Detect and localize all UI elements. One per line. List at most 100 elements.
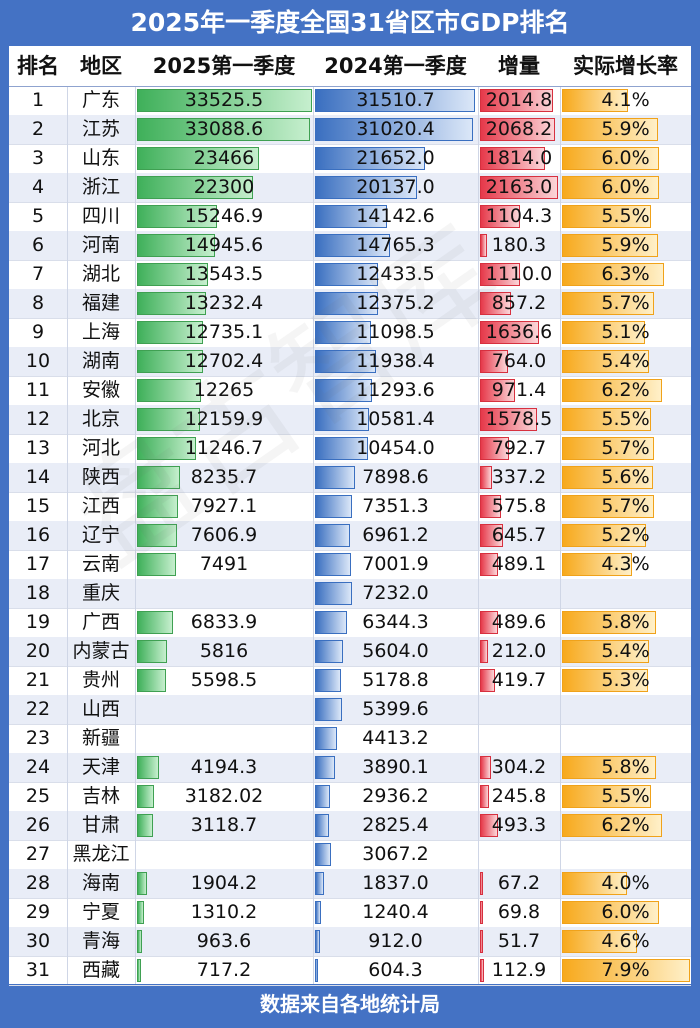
gdp2024-bar [315, 553, 351, 576]
gdp2024-cell: 1240.4 [362, 901, 429, 923]
increase-bar [480, 292, 511, 315]
gdp2024-cell: 3890.1 [362, 756, 429, 778]
gdp2024-cell: 21652.0 [356, 147, 435, 169]
gdp2024-cell: 11938.4 [356, 350, 435, 372]
growth-cell [560, 840, 691, 869]
gdp2025-cell: 717.2 [196, 959, 252, 981]
gdp2025-bar [137, 408, 201, 431]
growth-cell: 5.4% [601, 640, 650, 662]
gdp2025-bar [137, 872, 147, 895]
gdp2025-cell: 1904.2 [190, 872, 258, 894]
growth-cell: 5.9% [601, 234, 650, 256]
increase-bar [480, 437, 509, 460]
gdp2024-bar [315, 901, 322, 924]
rank-cell: 7 [31, 263, 45, 285]
row-divider [9, 550, 691, 551]
gdp2025-cell [135, 695, 313, 724]
increase-cell: 489.1 [491, 553, 547, 575]
increase-bar [480, 350, 508, 373]
increase-bar [480, 669, 496, 692]
increase-bar [480, 118, 555, 141]
increase-cell: 1814.0 [485, 147, 553, 169]
increase-cell [478, 724, 560, 753]
column-divider [478, 86, 479, 984]
gdp2024-cell: 11098.5 [356, 321, 435, 343]
growth-bar [562, 611, 656, 634]
increase-bar [480, 234, 487, 257]
gdp2025-cell: 4194.3 [190, 756, 258, 778]
rank-cell: 1 [31, 89, 45, 111]
gdp2024-bar [315, 263, 379, 286]
column-divider [135, 86, 136, 984]
increase-bar [480, 263, 521, 286]
increase-cell: 212.0 [491, 640, 547, 662]
growth-bar [562, 379, 663, 402]
gdp2025-bar [137, 959, 141, 982]
gdp2025-cell: 11246.7 [184, 437, 264, 459]
gdp2025-bar [137, 611, 173, 634]
region-cell: 北京 [81, 408, 120, 430]
gdp2024-cell: 3067.2 [362, 843, 429, 865]
growth-bar [562, 524, 647, 547]
gdp2024-bar [315, 640, 344, 663]
gdp2025-cell: 12735.1 [184, 321, 264, 343]
gdp2024-cell: 14765.3 [356, 234, 435, 256]
increase-cell: 764.0 [491, 350, 547, 372]
region-cell: 辽宁 [81, 524, 120, 546]
growth-cell [560, 695, 691, 724]
growth-bar [562, 176, 660, 199]
growth-bar [562, 350, 650, 373]
region-cell: 吉林 [81, 785, 120, 807]
row-divider [9, 840, 691, 841]
gdp2025-bar [137, 669, 167, 692]
growth-cell: 7.9% [601, 959, 650, 981]
growth-cell: 4.1% [601, 89, 650, 111]
row-divider [9, 318, 691, 319]
growth-cell: 6.3% [601, 263, 650, 285]
growth-cell: 5.4% [601, 350, 650, 372]
increase-cell: 1104.3 [485, 205, 553, 227]
region-cell: 天津 [81, 756, 120, 778]
row-divider [9, 434, 691, 435]
growth-cell: 5.8% [601, 756, 650, 778]
region-cell: 西藏 [81, 959, 120, 981]
growth-cell: 6.0% [601, 147, 650, 169]
increase-cell: 67.2 [497, 872, 541, 894]
gdp2024-bar [315, 495, 353, 518]
increase-bar [480, 379, 516, 402]
growth-cell: 5.1% [601, 321, 650, 343]
growth-cell: 5.2% [601, 524, 650, 546]
gdp2024-bar [315, 727, 338, 750]
row-divider [9, 985, 691, 986]
increase-bar [480, 408, 537, 431]
gdp2024-bar [315, 292, 378, 315]
rank-cell: 26 [25, 814, 51, 836]
gdp2025-bar [137, 176, 254, 199]
gdp2025-bar [137, 814, 154, 837]
increase-cell: 575.8 [491, 495, 547, 517]
rank-cell: 28 [25, 872, 51, 894]
gdp2024-cell: 5604.0 [362, 640, 429, 662]
gdp2024-bar [315, 582, 352, 605]
gdp2024-cell: 5178.8 [362, 669, 429, 691]
gdp2024-cell: 604.3 [368, 959, 423, 981]
gdp2024-cell: 6961.2 [362, 524, 429, 546]
increase-cell: 2163.0 [485, 176, 553, 198]
gdp2024-bar [315, 437, 369, 460]
gdp2025-bar [137, 263, 208, 286]
gdp2025-bar [137, 495, 179, 518]
increase-bar [480, 553, 498, 576]
rank-cell: 20 [25, 640, 51, 662]
gdp2024-cell: 912.0 [368, 930, 423, 952]
growth-bar [562, 234, 658, 257]
rank-cell: 27 [25, 843, 51, 865]
column-header-gdp2024: 2024第一季度 [324, 54, 467, 78]
increase-cell: 1110.0 [485, 263, 553, 285]
gdp2025-bar [137, 524, 177, 547]
gdp2024-cell: 31510.7 [356, 89, 435, 111]
region-cell: 浙江 [81, 176, 120, 198]
growth-bar [562, 640, 650, 663]
increase-bar [480, 176, 558, 199]
rank-cell: 6 [31, 234, 45, 256]
growth-bar [562, 756, 656, 779]
